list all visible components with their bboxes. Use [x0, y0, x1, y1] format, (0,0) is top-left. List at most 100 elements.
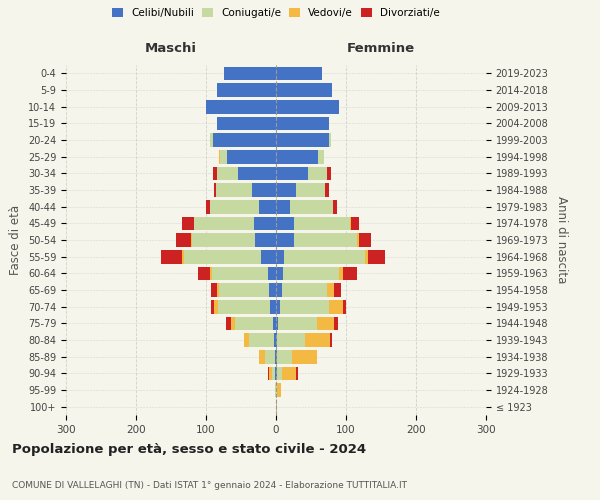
Text: Popolazione per età, sesso e stato civile - 2024: Popolazione per età, sesso e stato civil… — [12, 442, 366, 456]
Bar — [244, 333, 250, 347]
Bar — [276, 333, 277, 347]
Bar — [206, 200, 209, 213]
Bar — [281, 283, 327, 297]
Bar — [317, 316, 334, 330]
Bar — [276, 283, 281, 297]
Bar — [276, 216, 293, 230]
Bar — [209, 200, 259, 213]
Legend: Celibi/Nubili, Coniugati/e, Vedovi/e, Divorziati/e: Celibi/Nubili, Coniugati/e, Vedovi/e, Di… — [112, 8, 440, 18]
Bar — [305, 333, 330, 347]
Bar — [192, 233, 255, 247]
Bar — [327, 283, 334, 297]
Bar — [276, 400, 277, 413]
Bar — [250, 333, 274, 347]
Bar — [161, 250, 182, 264]
Bar — [349, 216, 351, 230]
Bar — [276, 133, 329, 147]
Bar — [343, 266, 357, 280]
Text: Maschi: Maschi — [145, 42, 197, 55]
Bar — [277, 383, 281, 397]
Bar — [356, 233, 359, 247]
Bar — [211, 300, 214, 314]
Bar — [368, 250, 385, 264]
Bar — [359, 233, 371, 247]
Bar — [276, 366, 277, 380]
Bar — [339, 266, 343, 280]
Y-axis label: Anni di nascita: Anni di nascita — [555, 196, 568, 284]
Bar — [218, 283, 269, 297]
Bar — [276, 266, 283, 280]
Bar — [252, 183, 276, 197]
Bar — [218, 300, 271, 314]
Bar — [182, 250, 184, 264]
Bar — [276, 233, 293, 247]
Bar — [274, 333, 276, 347]
Bar — [293, 216, 349, 230]
Bar — [275, 350, 276, 364]
Bar — [290, 200, 334, 213]
Bar — [176, 233, 191, 247]
Bar — [220, 150, 227, 164]
Bar — [318, 150, 323, 164]
Bar — [269, 283, 276, 297]
Bar — [197, 266, 210, 280]
Bar — [260, 250, 276, 264]
Bar — [278, 316, 317, 330]
Bar — [276, 350, 277, 364]
Bar — [184, 250, 260, 264]
Bar — [227, 150, 276, 164]
Bar — [259, 200, 276, 213]
Bar — [254, 216, 276, 230]
Bar — [276, 116, 329, 130]
Bar — [280, 300, 329, 314]
Bar — [276, 316, 278, 330]
Bar — [206, 100, 276, 114]
Bar — [226, 316, 231, 330]
Bar — [276, 383, 277, 397]
Bar — [211, 283, 217, 297]
Text: COMUNE DI VALLELAGHI (TN) - Dati ISTAT 1° gennaio 2024 - Elaborazione TUTTITALIA: COMUNE DI VALLELAGHI (TN) - Dati ISTAT 1… — [12, 480, 407, 490]
Bar — [238, 166, 276, 180]
Bar — [276, 183, 296, 197]
Bar — [276, 166, 308, 180]
Bar — [268, 266, 276, 280]
Bar — [276, 250, 284, 264]
Bar — [334, 316, 338, 330]
Bar — [216, 183, 252, 197]
Bar — [283, 366, 296, 380]
Bar — [296, 183, 325, 197]
Bar — [308, 166, 327, 180]
Bar — [277, 366, 283, 380]
Bar — [235, 316, 273, 330]
Bar — [271, 300, 276, 314]
Bar — [276, 100, 339, 114]
Bar — [269, 366, 272, 380]
Bar — [217, 116, 276, 130]
Text: Femmine: Femmine — [347, 42, 415, 55]
Bar — [213, 133, 276, 147]
Bar — [277, 350, 292, 364]
Bar — [365, 250, 368, 264]
Bar — [276, 66, 322, 80]
Bar — [277, 333, 305, 347]
Bar — [284, 250, 365, 264]
Bar — [325, 183, 329, 197]
Bar — [217, 166, 238, 180]
Bar — [334, 200, 337, 213]
Bar — [283, 266, 339, 280]
Bar — [276, 150, 318, 164]
Bar — [334, 283, 341, 297]
Bar — [217, 83, 276, 97]
Bar — [343, 300, 346, 314]
Bar — [276, 200, 290, 213]
Bar — [255, 233, 276, 247]
Bar — [231, 316, 235, 330]
Bar — [329, 300, 343, 314]
Bar — [259, 350, 265, 364]
Bar — [273, 316, 276, 330]
Bar — [209, 133, 213, 147]
Bar — [272, 366, 275, 380]
Bar — [212, 266, 268, 280]
Bar — [182, 216, 194, 230]
Bar — [214, 183, 216, 197]
